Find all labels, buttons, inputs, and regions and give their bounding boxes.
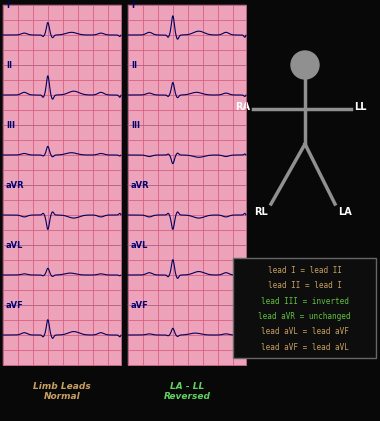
Text: LL: LL	[354, 102, 366, 112]
Text: lead III = inverted: lead III = inverted	[261, 296, 348, 306]
Bar	[3, 185, 121, 245]
Circle shape	[291, 51, 319, 79]
Bar	[128, 305, 246, 365]
Bar	[3, 305, 121, 365]
Text: lead aVF = lead aVL: lead aVF = lead aVL	[261, 343, 348, 352]
Text: I: I	[131, 1, 134, 10]
Text: aVR: aVR	[6, 181, 25, 190]
Bar	[3, 125, 121, 185]
Text: aVL: aVL	[6, 241, 24, 250]
Text: lead aVL = lead aVF: lead aVL = lead aVF	[261, 328, 348, 336]
Text: aVL: aVL	[131, 241, 148, 250]
Text: aVF: aVF	[131, 301, 149, 310]
Text: aVF: aVF	[6, 301, 24, 310]
Bar	[3, 305, 121, 365]
Bar	[128, 245, 246, 305]
Bar	[128, 305, 246, 365]
Bar	[128, 185, 246, 245]
Bar	[128, 245, 246, 305]
Text: lead I = lead II: lead I = lead II	[268, 266, 342, 275]
Bar	[128, 125, 246, 185]
Text: I: I	[6, 1, 9, 10]
Text: Limb Leads
Normal: Limb Leads Normal	[33, 382, 91, 401]
Bar	[128, 5, 246, 65]
Text: RA: RA	[235, 102, 250, 112]
Bar	[3, 65, 121, 125]
Bar	[3, 65, 121, 125]
Text: lead aVR = unchanged: lead aVR = unchanged	[258, 312, 351, 321]
Bar	[128, 185, 246, 245]
Bar	[3, 185, 121, 245]
Text: III: III	[131, 121, 140, 130]
Bar	[3, 5, 121, 65]
Text: LA: LA	[338, 207, 352, 217]
Bar	[128, 65, 246, 125]
Text: II: II	[6, 61, 12, 70]
Bar	[128, 5, 246, 65]
Text: III: III	[6, 121, 15, 130]
Bar	[128, 125, 246, 185]
Bar	[233, 258, 376, 358]
Bar	[3, 5, 121, 65]
Text: RL: RL	[254, 207, 268, 217]
Text: LA - LL
Reversed: LA - LL Reversed	[163, 382, 211, 401]
Text: II: II	[131, 61, 137, 70]
Bar	[3, 245, 121, 305]
Bar	[3, 125, 121, 185]
Text: lead II = lead I: lead II = lead I	[268, 281, 342, 290]
Text: aVR: aVR	[131, 181, 150, 190]
Bar	[128, 65, 246, 125]
Bar	[3, 245, 121, 305]
